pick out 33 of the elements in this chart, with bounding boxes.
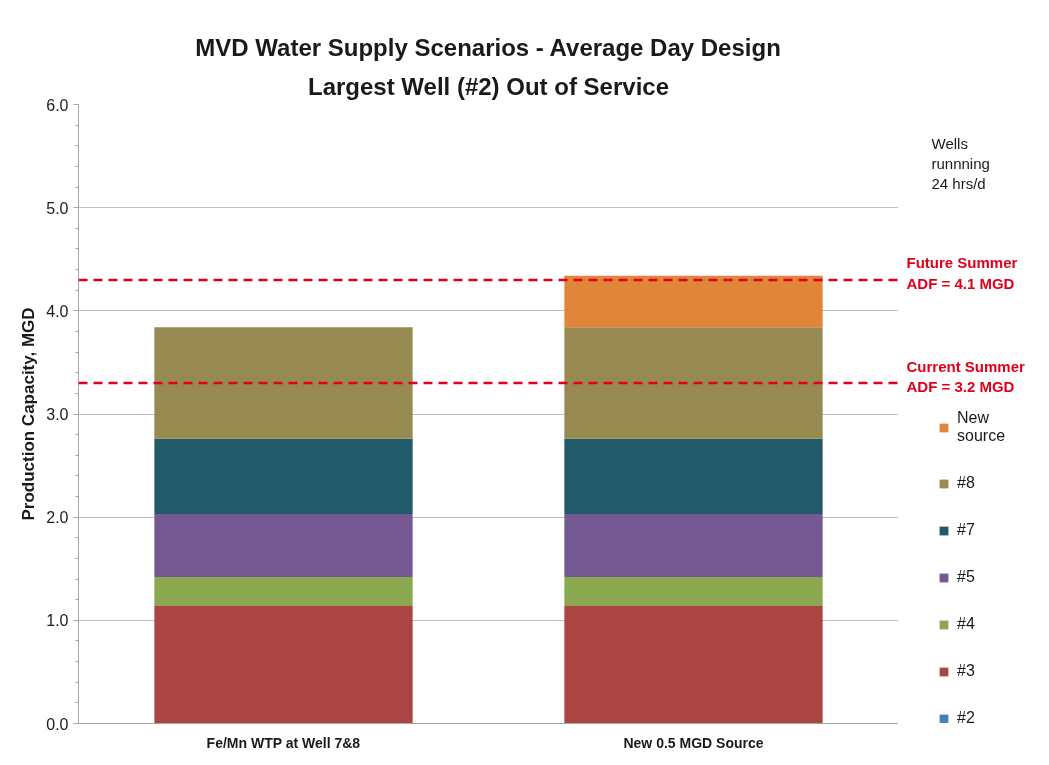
x-tick-label: Fe/Mn WTP at Well 7&8	[206, 734, 361, 751]
bar	[564, 438, 823, 515]
chart-title: MVD Water Supply Scenarios - Average Day Design	[195, 33, 781, 61]
legend-label: #3	[957, 662, 976, 680]
legend-label: #5	[957, 568, 976, 586]
chart-subtitle: Largest Well (#2) Out of Service	[308, 72, 669, 100]
y-tick-label: 5.0	[46, 199, 69, 217]
bar	[564, 577, 823, 606]
y-tick-label: 0.0	[46, 715, 69, 733]
y-axis-title: Production Capacity, MGD	[19, 307, 39, 521]
text: Current Summer ADF = 3.2 MGD	[906, 357, 1026, 396]
text: Future Summer ADF = 4.1 MGD	[906, 254, 1018, 292]
bar	[564, 605, 823, 724]
y-tick-label: 3.0	[46, 406, 69, 423]
text: Wells runnning 24 hrs/d	[931, 134, 990, 193]
bar	[564, 327, 823, 439]
bar	[154, 438, 413, 515]
bar	[564, 275, 823, 328]
bar	[154, 514, 413, 577]
bar	[154, 577, 413, 606]
y-tick-label: 2.0	[46, 509, 69, 527]
legend-label: #4	[957, 615, 976, 633]
legend-label: #7	[957, 521, 976, 539]
bar	[154, 605, 413, 724]
y-tick-label: 4.0	[46, 302, 69, 320]
y-tick-label: 6.0	[46, 96, 69, 114]
legend-label: #8	[957, 474, 976, 492]
y-tick-label: 1.0	[46, 612, 69, 630]
bar	[154, 327, 413, 439]
x-tick-label: New 0.5 MGD Source	[623, 734, 764, 751]
legend-label: #2	[957, 709, 976, 725]
bar	[564, 514, 823, 577]
legend-label: New source	[957, 409, 1006, 445]
